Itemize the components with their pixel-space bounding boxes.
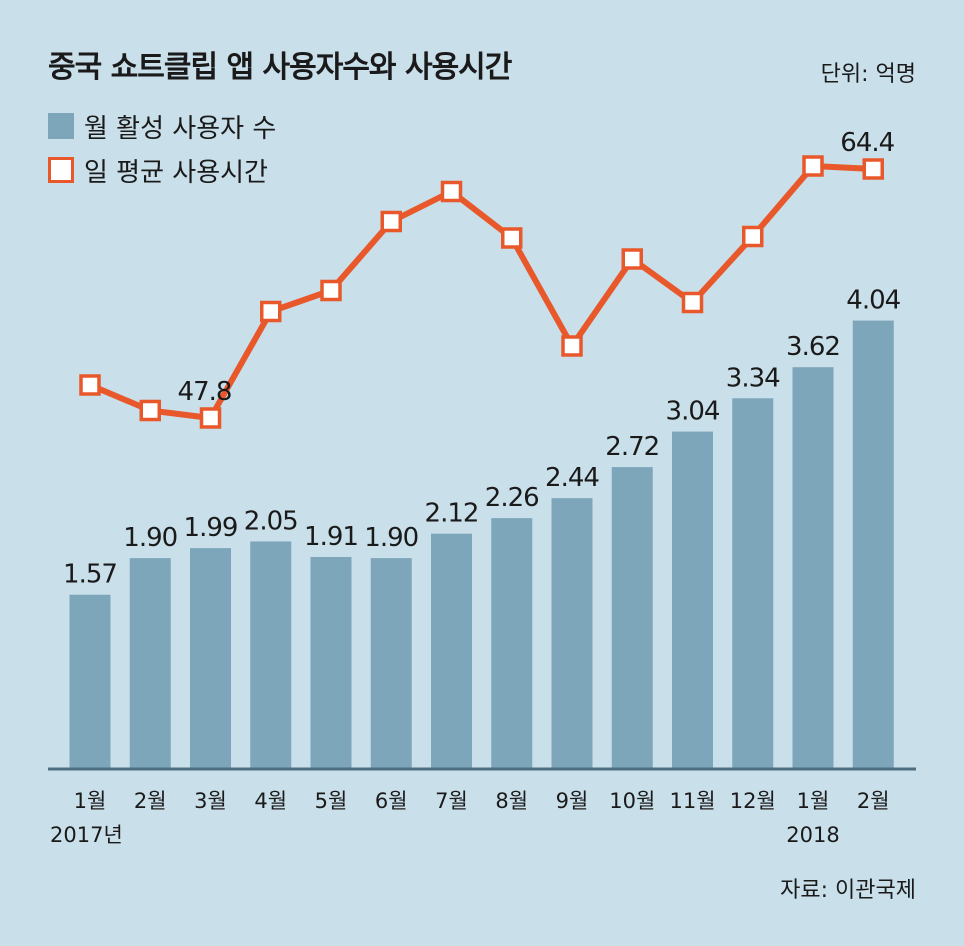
bar-value-label: 1.57 [63, 560, 117, 590]
bar-value-label: 3.62 [786, 332, 840, 362]
line-point-11 [681, 291, 704, 314]
chart-title: 중국 쇼트클립 앱 사용자수와 사용시간 [48, 50, 512, 85]
source-label: 자료: 이관국제 [780, 878, 916, 903]
line-point-13 [802, 155, 824, 177]
legend-item-line: 일 평균 사용시간 [48, 148, 276, 192]
bar-7 [431, 533, 472, 769]
bar-5 [310, 556, 352, 769]
bar-6 [370, 558, 412, 769]
legend-line-label: 일 평균 사용시간 [84, 157, 268, 188]
x-tick-label: 10월 [609, 789, 655, 813]
bar-8 [491, 518, 533, 769]
line-point-6 [380, 210, 402, 233]
line-point-8 [501, 227, 523, 249]
line-point-14 [862, 158, 884, 180]
year-label: 2017년 [50, 823, 123, 847]
x-tick-label: 7월 [435, 789, 468, 813]
x-tick-label: 4월 [254, 789, 287, 813]
x-tick-label: 2월 [857, 789, 890, 813]
line-point-4 [260, 300, 282, 323]
bar-value-label: 2.72 [605, 432, 659, 462]
line-point-5 [320, 279, 342, 302]
bar-3 [190, 548, 231, 769]
x-tick-label: 3월 [194, 789, 227, 813]
bar-value-label: 2.26 [485, 483, 539, 513]
x-tick-label: 6월 [375, 789, 408, 813]
legend-line-swatch [48, 157, 74, 183]
bar-9 [551, 498, 593, 769]
x-tick-label: 11월 [669, 789, 715, 813]
x-tick-label: 8월 [495, 789, 528, 813]
bar-value-label: 3.34 [726, 363, 780, 393]
x-tick-label: 2월 [134, 789, 167, 813]
bar-2 [129, 558, 171, 769]
x-tick-label: 12월 [730, 789, 776, 813]
bar-value-label: 1.91 [304, 522, 358, 552]
bar-value-label: 3.04 [666, 397, 720, 427]
bar-12 [732, 398, 774, 769]
x-tick-label: 5월 [315, 789, 348, 813]
line-point-7 [440, 180, 463, 203]
line-value-label: 47.8 [178, 377, 232, 407]
line-point-12 [742, 225, 764, 248]
legend-bar-label: 월 활성 사용자 수 [84, 113, 277, 144]
legend-item-bar: 월 활성 사용자 수 [48, 104, 276, 148]
line-value-label: 64.4 [840, 128, 894, 158]
x-tick-label: 1월 [797, 789, 830, 813]
bar-value-label: 1.99 [184, 513, 238, 543]
bar-11 [672, 431, 713, 769]
x-tick-label: 1월 [74, 789, 107, 813]
bar-10 [611, 467, 653, 769]
bar-value-label: 2.12 [425, 499, 479, 529]
year-label: 2018 [786, 823, 839, 847]
bar-value-label: 4.04 [846, 286, 900, 316]
bar-14 [852, 320, 894, 769]
line-series [88, 163, 874, 421]
legend: 월 활성 사용자 수 일 평균 사용시간 [48, 104, 276, 192]
bar-13 [792, 367, 834, 769]
unit-label: 단위: 억명 [820, 62, 916, 87]
bar-4 [250, 541, 292, 769]
bar-value-label: 1.90 [123, 523, 177, 553]
line-point-2 [139, 399, 161, 422]
line-point-3 [199, 407, 222, 429]
line-point-1 [79, 374, 101, 396]
line-point-10 [621, 248, 643, 270]
x-tick-label: 9월 [556, 789, 589, 813]
bar-value-label: 2.05 [244, 506, 298, 536]
bar-1 [69, 594, 111, 769]
bar-value-label: 1.90 [364, 523, 418, 553]
bar-value-label: 2.44 [545, 463, 599, 493]
line-point-9 [561, 335, 583, 357]
legend-bar-swatch [48, 113, 74, 139]
